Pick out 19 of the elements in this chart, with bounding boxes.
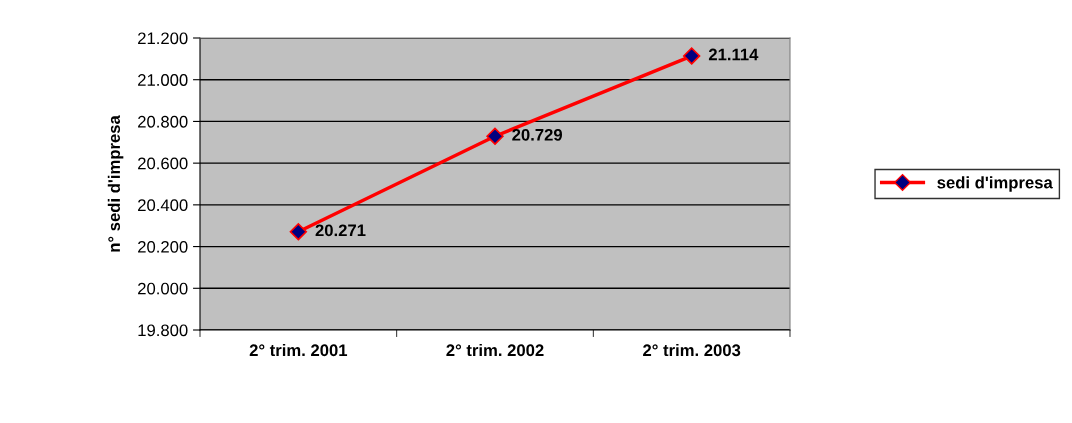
y-tick-label: 20.200	[138, 240, 188, 253]
y-tick-label: 20.000	[138, 282, 188, 295]
y-tick-label: 20.800	[138, 115, 188, 128]
x-tick-label: 2° trim. 2003	[643, 343, 741, 357]
point	[682, 47, 701, 65]
point	[486, 127, 504, 145]
y-axis-title: n° sedi d'impresa	[107, 115, 124, 252]
data-label: 20.271	[315, 224, 366, 237]
y-tick-label: 20.600	[138, 157, 188, 170]
point	[289, 223, 308, 241]
y-tick-label: 21.000	[138, 74, 188, 86]
x-tick-label: 2° trim. 2002	[446, 343, 544, 357]
data-label: 21.114	[708, 48, 759, 61]
data-label: 20.729	[512, 128, 563, 141]
x-tick-label: 2° trim. 2001	[249, 343, 348, 357]
y-tick-label: 20.400	[138, 199, 188, 212]
y-tick-label: 19.800	[138, 324, 188, 337]
y-tick-label: 21.200	[138, 32, 188, 45]
legend-label: sedi d'impresa	[937, 176, 1053, 192]
